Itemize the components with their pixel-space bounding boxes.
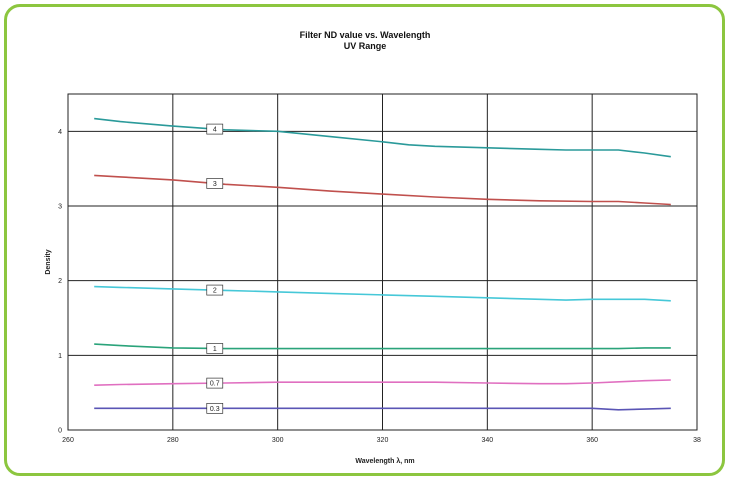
y-tick-label: 3	[58, 204, 62, 211]
x-tick-label: 300	[272, 437, 284, 444]
series-line-4	[94, 117, 671, 158]
series-label-box	[206, 377, 224, 389]
series-line-1	[94, 343, 671, 350]
chart-subtitle: UV Range	[344, 41, 387, 51]
x-tick-label: 260	[62, 437, 74, 444]
series-label-0-7: 0.7	[206, 377, 224, 389]
x-tick-label: 38	[693, 437, 701, 444]
chart-title: Filter ND value vs. Wavelength	[300, 30, 431, 40]
series-label-text: 0.7	[210, 381, 220, 388]
series-label-text: 4	[213, 127, 217, 134]
series-label-box	[206, 284, 224, 296]
y-axis-label: Density	[45, 249, 52, 274]
series-lines	[94, 117, 671, 411]
chart-frame	[4, 4, 725, 476]
series-label-1: 1	[206, 343, 224, 354]
series-label-box	[206, 343, 224, 354]
x-tick-label: 280	[167, 437, 179, 444]
series-line-3	[94, 174, 671, 206]
x-tick-label: 320	[377, 437, 389, 444]
y-tick-label: 2	[58, 278, 62, 285]
x-tick-label: 360	[586, 437, 598, 444]
series-labels: 4 3 2 1 0.7 0.3	[206, 123, 224, 414]
series-label-3: 3	[206, 178, 224, 189]
x-axis-label: Wavelength λ, nm	[355, 457, 414, 465]
series-line-0-7	[94, 379, 671, 386]
series-label-text: 1	[213, 346, 217, 353]
y-tick-label: 0	[58, 428, 62, 435]
y-tick-label: 4	[58, 129, 62, 136]
series-label-box	[206, 402, 224, 414]
series-label-box	[206, 178, 224, 189]
x-tick-label: 340	[481, 437, 493, 444]
series-label-4: 4	[206, 123, 224, 135]
series-label-text: 3	[213, 181, 217, 188]
grid-lines	[67, 93, 698, 431]
series-label-text: 2	[213, 288, 217, 295]
series-label-2: 2	[206, 284, 224, 296]
series-line-2	[94, 285, 671, 302]
series-label-box	[206, 123, 224, 135]
series-label-text: 0.3	[210, 406, 220, 413]
y-tick-label: 1	[58, 353, 62, 360]
series-label-0-3: 0.3	[206, 402, 224, 414]
